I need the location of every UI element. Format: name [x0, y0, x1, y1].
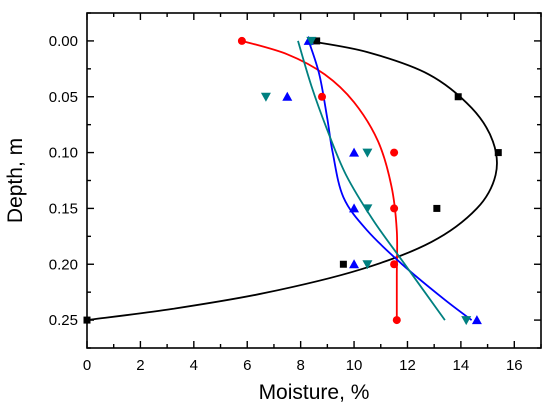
- data-point-circle: [392, 316, 401, 325]
- data-point-circle: [237, 36, 246, 45]
- data-point-triangle-up: [471, 315, 482, 325]
- data-point-triangle-down: [306, 36, 317, 46]
- data-point-triangle-up: [282, 91, 293, 101]
- x-tick-label: 0: [83, 357, 91, 374]
- fit-curves: [86, 40, 498, 321]
- data-point-circle: [390, 148, 399, 157]
- data-point-square: [454, 93, 462, 101]
- y-tick-label: 0.20: [49, 256, 78, 273]
- x-tick-label: 12: [399, 357, 416, 374]
- fit-curve-2: [241, 40, 399, 321]
- data-point-triangle-down: [461, 316, 472, 326]
- data-point-square: [313, 37, 321, 45]
- x-axis-ticks: 0 2 4 6 8 10 12 14 16: [83, 13, 542, 374]
- x-tick-label: 2: [136, 357, 144, 374]
- x-tick-label: 14: [453, 357, 470, 374]
- data-point-triangle-down: [260, 92, 271, 102]
- plot-frame: [86, 12, 542, 349]
- data-point-square: [339, 260, 347, 268]
- data-point-square: [494, 149, 502, 157]
- data-point-triangle-up: [349, 203, 360, 213]
- x-axis-title: Moisture, %: [259, 381, 370, 404]
- fit-curve-4: [297, 40, 446, 321]
- data-point-triangle-down: [362, 204, 373, 214]
- x-tick-label: 4: [190, 357, 198, 374]
- data-point-circle: [318, 92, 327, 101]
- y-axis-title: Depth, m: [4, 138, 27, 223]
- data-point-circle: [390, 204, 399, 213]
- y-axis-ticks: 0.00 0.05 0.10 0.15 0.20 0.25: [49, 12, 541, 349]
- x-tick-label: 8: [296, 357, 304, 374]
- data-point-circle: [390, 260, 399, 269]
- x-tick-label: 10: [346, 357, 363, 374]
- y-tick-label: 0.00: [49, 33, 78, 50]
- x-tick-label: 16: [506, 357, 523, 374]
- x-tick-label: 6: [243, 357, 251, 374]
- y-tick-label: 0.05: [49, 89, 78, 106]
- fit-curve-3: [307, 40, 473, 321]
- fit-curve-1: [86, 40, 498, 321]
- data-points: [83, 35, 502, 326]
- data-point-triangle-up: [349, 147, 360, 157]
- y-tick-label: 0.10: [49, 145, 78, 162]
- data-point-square: [433, 204, 441, 212]
- data-point-triangle-down: [362, 148, 373, 158]
- data-point-triangle-down: [362, 260, 373, 270]
- y-tick-label: 0.25: [49, 312, 78, 329]
- y-tick-label: 0.15: [49, 200, 78, 217]
- data-point-triangle-up: [349, 259, 360, 269]
